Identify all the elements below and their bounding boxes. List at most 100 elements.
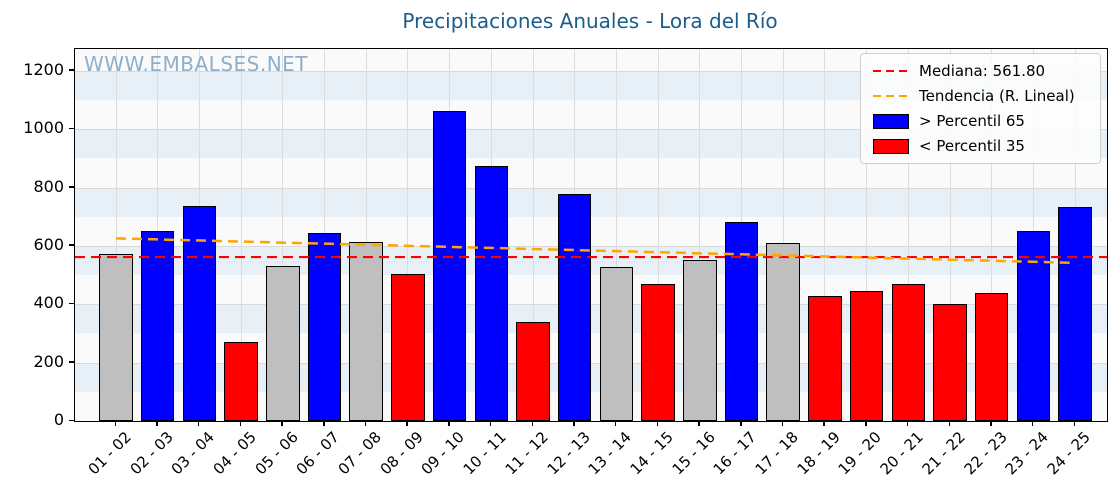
v-gridline [866,49,868,421]
bar-03-04 [182,206,217,421]
x-tick-mark [406,421,408,426]
bar-23-24 [1016,231,1051,421]
x-tick-label: 17 - 18 [751,428,802,479]
x-tick-mark [156,421,158,426]
x-tick-label: 22 - 23 [960,428,1011,479]
x-tick-mark [364,421,367,426]
x-tick-label: 20 - 21 [876,428,928,479]
bar-06-07 [307,232,342,421]
x-tick-mark [323,421,325,426]
y-tick-mark [69,69,74,71]
x-tick-label: 07 - 08 [334,428,385,479]
y-tick-label: 1000 [23,118,64,138]
legend-percentil35-label: < Percentil 35 [919,137,1025,155]
legend-trend-label: Tendencia (R. Lineal) [919,87,1075,105]
h-gridline [75,129,1107,131]
percentil65-swatch [873,113,909,129]
legend-percentil65-label: > Percentil 65 [919,112,1025,130]
x-tick-label: 02 - 03 [126,428,177,479]
legend-median-label: Mediana: 561.80 [919,62,1046,80]
x-tick-label: 06 - 07 [292,428,344,479]
y-tick-label: 400 [33,293,64,313]
bar-11-12 [516,322,550,421]
legend-item-percentil65: > Percentil 65 [873,112,1090,130]
x-tick-mark [990,421,992,426]
y-tick-label: 200 [33,351,64,371]
x-tick-label: 21 - 22 [918,428,969,479]
x-tick-label: 18 - 19 [793,428,844,479]
x-tick-mark [448,421,450,426]
bar-07-08 [349,242,383,421]
legend-item-trend: Tendencia (R. Lineal) [873,87,1090,105]
x-tick-label: 10 - 11 [459,428,511,479]
v-gridline [240,49,242,421]
bar-24-25 [1058,206,1092,421]
x-tick-label: 04 - 05 [209,428,260,479]
legend-item-percentil35: < Percentil 35 [873,137,1090,155]
x-tick-mark [614,421,617,426]
x-tick-mark [1031,421,1034,426]
bar-19-20 [849,291,884,421]
bar-08-09 [391,274,425,421]
bar-10-11 [474,165,509,421]
v-gridline [115,49,117,421]
h-gridline [75,187,1107,189]
percentil35-swatch [873,138,909,154]
bar-16-17 [724,222,759,421]
bar-22-23 [974,293,1009,421]
x-tick-mark [656,421,659,426]
bar-13-14 [599,267,634,421]
watermark: WWW.EMBALSES.NET [84,52,309,76]
x-tick-label: 01 - 02 [84,428,135,479]
x-tick-mark [489,421,492,426]
bar-05-06 [266,266,300,421]
y-tick-label: 0 [53,410,64,429]
h-gridline [75,70,1107,72]
v-gridline [991,49,993,421]
bar-18-19 [808,296,842,421]
median-line-sample [873,69,909,73]
y-tick-label: 800 [33,176,64,196]
x-tick-label: 23 - 24 [1001,428,1053,479]
x-tick-label: 08 - 09 [376,428,427,479]
x-tick-label: 11 - 12 [501,428,552,479]
v-gridline [532,49,534,421]
x-tick-mark [114,421,116,426]
x-tick-mark [906,421,909,426]
legend: Mediana: 561.80 Tendencia (R. Lineal) > … [860,53,1101,164]
v-gridline [907,49,909,421]
bar-12-13 [557,194,592,421]
x-tick-mark [698,421,700,426]
x-tick-mark [573,421,575,426]
y-tick-mark [69,419,74,421]
x-tick-mark [197,421,200,426]
v-gridline [782,49,784,421]
bar-21-22 [933,304,967,421]
x-tick-mark [823,421,825,426]
x-tick-mark [740,421,742,426]
x-tick-label: 14 - 15 [626,428,677,479]
bar-04-05 [224,341,258,421]
x-tick-label: 03 - 04 [167,428,219,479]
y-tick-mark [69,302,74,305]
x-tick-label: 24 - 25 [1043,428,1094,479]
x-tick-mark [531,421,533,426]
v-gridline [407,49,409,421]
v-gridline [615,49,617,421]
x-tick-label: 16 - 17 [709,428,761,479]
trend-line-sample [873,94,909,98]
y-tick-mark [69,361,74,363]
x-tick-label: 13 - 14 [584,428,636,479]
x-tick-mark [865,421,867,426]
x-tick-label: 09 - 10 [418,428,469,479]
x-tick-mark [948,421,950,426]
bar-01-02 [99,254,133,421]
legend-item-median: Mediana: 561.80 [873,62,1090,80]
y-tick-mark [69,127,74,130]
v-gridline [824,49,826,421]
bar-09-10 [432,111,467,421]
x-tick-label: 15 - 16 [668,428,719,479]
x-tick-label: 19 - 20 [835,428,886,479]
bar-20-21 [891,283,926,421]
x-tick-mark [781,421,784,426]
